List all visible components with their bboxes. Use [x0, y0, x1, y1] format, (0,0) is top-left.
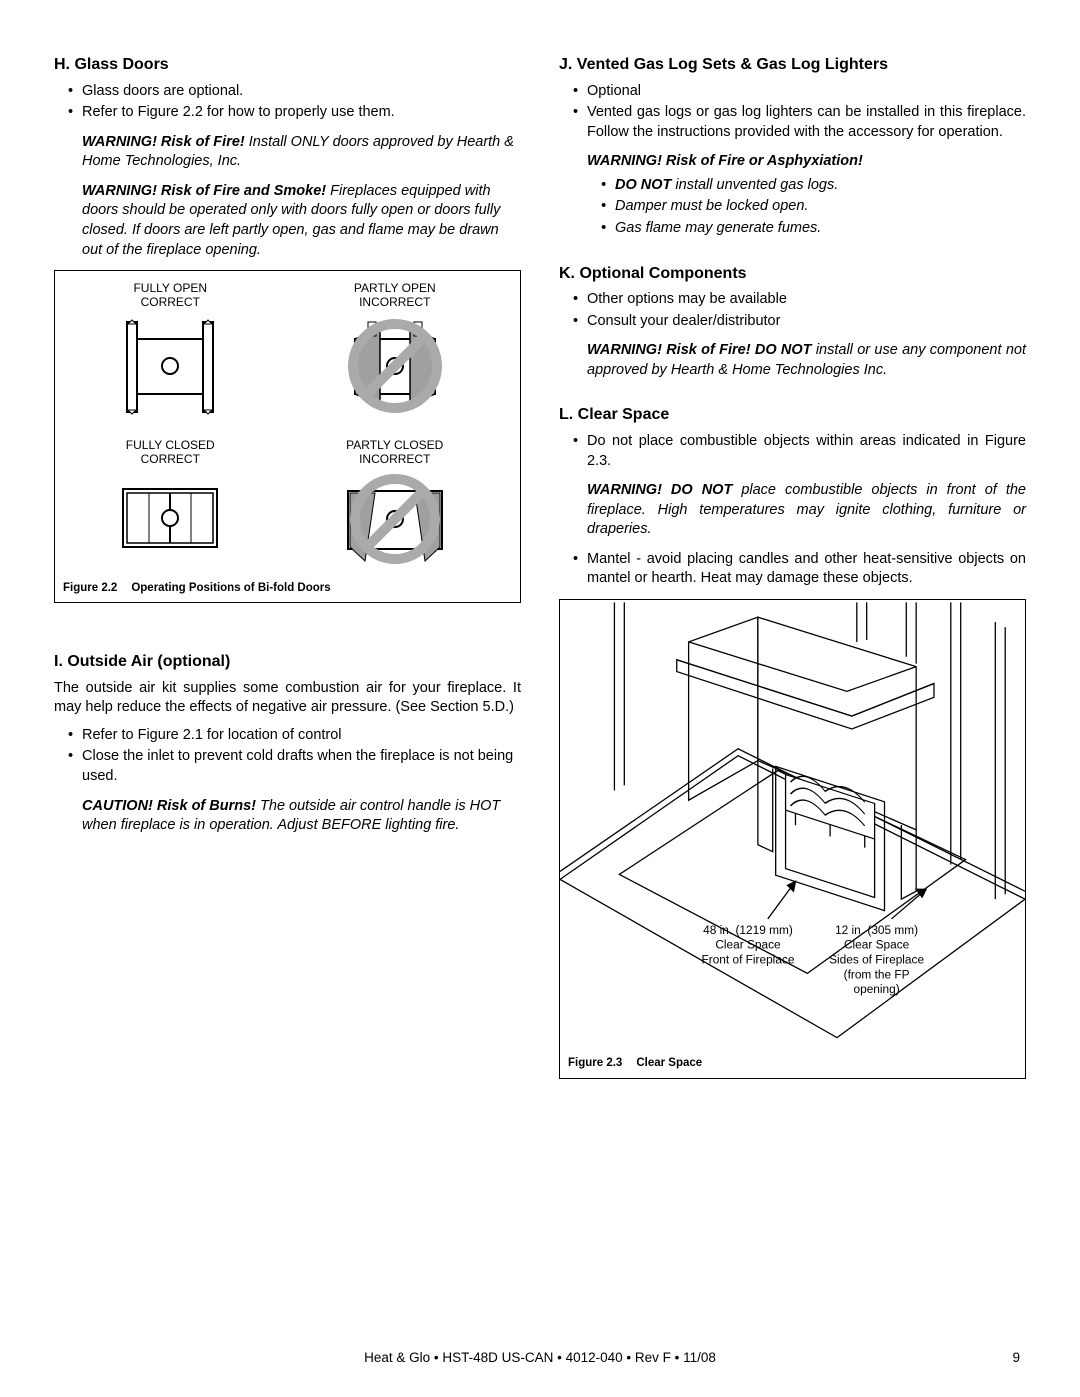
figure-cell-fully-closed: FULLY CLOSED CORRECT	[105, 438, 235, 571]
door-fully-closed-icon	[105, 471, 235, 561]
list-item: Optional	[573, 82, 1026, 102]
fireplace-clear-space-diagram: 48 in. (1219 mm) Clear Space Front of Fi…	[560, 600, 1025, 1040]
list-j: Optional Vented gas logs or gas log ligh…	[559, 82, 1026, 143]
list-i: Refer to Figure 2.1 for location of cont…	[54, 726, 521, 787]
heading-l: L. Clear Space	[559, 404, 1026, 426]
section-l-clear-space: L. Clear Space Do not place combustible …	[559, 404, 1026, 1079]
left-column: H. Glass Doors Glass doors are optional.…	[54, 54, 521, 1103]
list-l2: Mantel - avoid placing candles and other…	[559, 550, 1026, 589]
figure-caption-text: Operating Positions of Bi-fold Doors	[131, 582, 330, 594]
list-item: Refer to Figure 2.1 for location of cont…	[68, 726, 521, 746]
warning-lead: WARNING! Risk of Fire or Asphyxiation!	[587, 153, 863, 169]
warning-j: WARNING! Risk of Fire or Asphyxiation!	[587, 152, 1026, 172]
figure-cell-partly-open: PARTLY OPEN INCORRECT	[320, 281, 470, 424]
list-item: Other options may be available	[573, 290, 1026, 310]
warning-h2: WARNING! Risk of Fire and Smoke! Firepla…	[82, 182, 521, 260]
list-item: Mantel - avoid placing candles and other…	[573, 550, 1026, 589]
paragraph-i-intro: The outside air kit supplies some combus…	[54, 679, 521, 718]
list-item: DO NOT install unvented gas logs.	[601, 176, 1026, 196]
figure-2-3-box: 48 in. (1219 mm) Clear Space Front of Fi…	[559, 599, 1026, 1079]
list-item: Consult your dealer/distributor	[573, 312, 1026, 332]
warning-lead: WARNING! Risk of Fire and Smoke!	[82, 183, 326, 199]
figure-2-3-caption: Figure 2.3 Clear Space	[560, 1056, 1025, 1078]
figure-2-2-caption: Figure 2.2 Operating Positions of Bi-fold…	[63, 581, 512, 597]
figure-label: CORRECT	[105, 452, 235, 466]
list-j-sub: DO NOT install unvented gas logs. Damper…	[587, 176, 1026, 239]
figure-label: FULLY OPEN	[105, 281, 235, 295]
label-from-fp: (from the FP	[844, 967, 910, 981]
warning-l: WARNING! DO NOT place combustible object…	[587, 481, 1026, 540]
heading-k: K. Optional Components	[559, 263, 1026, 285]
warning-lead: WARNING! Risk of Fire! DO NOT	[587, 342, 812, 358]
heading-j: J. Vented Gas Log Sets & Gas Log Lighter…	[559, 54, 1026, 76]
label-sides: Sides of Fireplace	[829, 952, 924, 966]
warning-k: WARNING! Risk of Fire! DO NOT install or…	[587, 341, 1026, 380]
door-fully-open-icon	[105, 314, 235, 419]
list-item: Do not place combustible objects within …	[573, 432, 1026, 471]
section-i-outside-air: I. Outside Air (optional) The outside ai…	[54, 651, 521, 836]
list-item: Gas flame may generate fumes.	[601, 219, 1026, 239]
label-12in: 12 in. (305 mm)	[835, 923, 918, 937]
figure-label: PARTLY OPEN	[320, 281, 470, 295]
figure-label: CORRECT	[105, 295, 235, 309]
label-clear-space-2: Clear Space	[844, 938, 910, 952]
figure-2-2-box: FULLY OPEN CORRECT PARTLY OPEN	[54, 270, 521, 603]
warning-lead: WARNING! DO NOT	[587, 482, 732, 498]
figure-label: PARTLY CLOSED	[320, 438, 470, 452]
page-footer: Heat & Glo • HST-48D US-CAN • 4012-040 •…	[0, 1349, 1080, 1367]
list-item: Glass doors are optional.	[68, 82, 521, 102]
list-item: Close the inlet to prevent cold drafts w…	[68, 747, 521, 786]
label-front: Front of Fireplace	[702, 952, 795, 966]
list-l1: Do not place combustible objects within …	[559, 432, 1026, 471]
figure-number: Figure 2.3	[568, 1057, 622, 1069]
figure-cell-partly-closed: PARTLY CLOSED INCORRECT	[320, 438, 470, 571]
two-column-layout: H. Glass Doors Glass doors are optional.…	[54, 54, 1026, 1103]
warning-lead: DO NOT	[615, 177, 671, 193]
section-j-gas-logs: J. Vented Gas Log Sets & Gas Log Lighter…	[559, 54, 1026, 239]
label-48in: 48 in. (1219 mm)	[703, 923, 793, 937]
page-number: 9	[1012, 1349, 1020, 1367]
heading-h: H. Glass Doors	[54, 54, 521, 76]
list-k: Other options may be available Consult y…	[559, 290, 1026, 331]
warning-lead: WARNING! Risk of Fire!	[82, 134, 245, 150]
door-partly-closed-icon	[320, 471, 470, 571]
door-partly-open-icon	[320, 314, 470, 424]
figure-cell-fully-open: FULLY OPEN CORRECT	[105, 281, 235, 424]
list-item: Damper must be locked open.	[601, 197, 1026, 217]
section-k-optional: K. Optional Components Other options may…	[559, 263, 1026, 381]
list-h: Glass doors are optional. Refer to Figur…	[54, 82, 521, 123]
right-column: J. Vented Gas Log Sets & Gas Log Lighter…	[559, 54, 1026, 1103]
caution-i: CAUTION! Risk of Burns! The outside air …	[82, 797, 521, 836]
warning-text: install unvented gas logs.	[671, 177, 838, 193]
figure-number: Figure 2.2	[63, 582, 117, 594]
figure-caption-text: Clear Space	[636, 1057, 702, 1069]
list-item: Vented gas logs or gas log lighters can …	[573, 103, 1026, 142]
section-h-glass-doors: H. Glass Doors Glass doors are optional.…	[54, 54, 521, 603]
label-opening: opening)	[854, 982, 900, 996]
warning-h1: WARNING! Risk of Fire! Install ONLY door…	[82, 133, 521, 172]
list-item: Refer to Figure 2.2 for how to properly …	[68, 103, 521, 123]
heading-i: I. Outside Air (optional)	[54, 651, 521, 673]
figure-label: INCORRECT	[320, 452, 470, 466]
warning-lead: CAUTION! Risk of Burns!	[82, 798, 256, 814]
figure-label: FULLY CLOSED	[105, 438, 235, 452]
label-clear-space: Clear Space	[715, 938, 781, 952]
figure-row-top: FULLY OPEN CORRECT PARTLY OPEN	[63, 281, 512, 424]
figure-label: INCORRECT	[320, 295, 470, 309]
figure-row-bottom: FULLY CLOSED CORRECT PARTLY CLOSED	[63, 438, 512, 571]
